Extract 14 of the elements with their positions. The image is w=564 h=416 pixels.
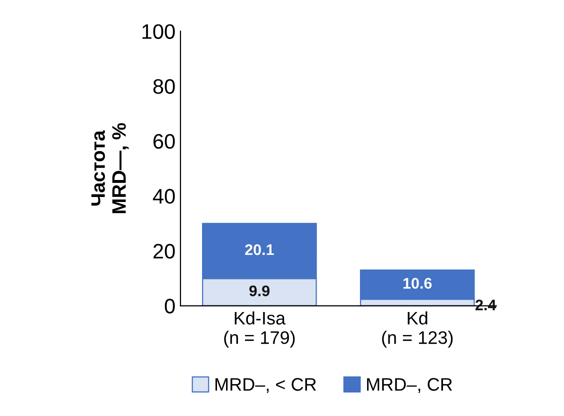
legend-label: MRD–, CR	[367, 378, 452, 393]
x-tick-label: Kd (n = 123)	[382, 311, 453, 348]
data-label: 20.1	[245, 244, 274, 256]
y-tick-label: 80	[153, 79, 175, 94]
x-tick-label: Kd-Isa (n = 179)	[224, 311, 295, 348]
y-axis-title: Частота MRD—, %	[91, 123, 129, 214]
legend-label: MRD–, < CR	[215, 378, 316, 393]
y-tick-label: 0	[164, 298, 175, 314]
data-label: 9.9	[249, 285, 270, 296]
y-tick-label: 60	[154, 134, 175, 149]
y-tick-label: 100	[142, 24, 175, 39]
y-tick-label: 40	[152, 188, 175, 204]
y-tick-label: 20	[153, 244, 175, 259]
data-label: 10.6	[403, 278, 432, 289]
